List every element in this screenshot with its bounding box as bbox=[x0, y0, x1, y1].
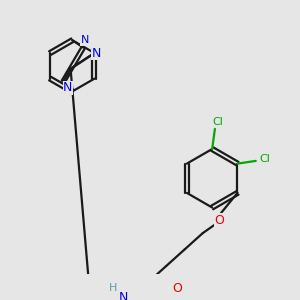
Text: Cl: Cl bbox=[260, 154, 270, 164]
Text: H: H bbox=[109, 283, 117, 293]
Text: O: O bbox=[214, 214, 224, 227]
Text: N: N bbox=[81, 35, 89, 45]
Text: O: O bbox=[172, 282, 182, 296]
Text: N: N bbox=[92, 46, 101, 59]
Text: N: N bbox=[63, 82, 73, 94]
Text: Cl: Cl bbox=[212, 117, 223, 127]
Text: N: N bbox=[118, 291, 128, 300]
